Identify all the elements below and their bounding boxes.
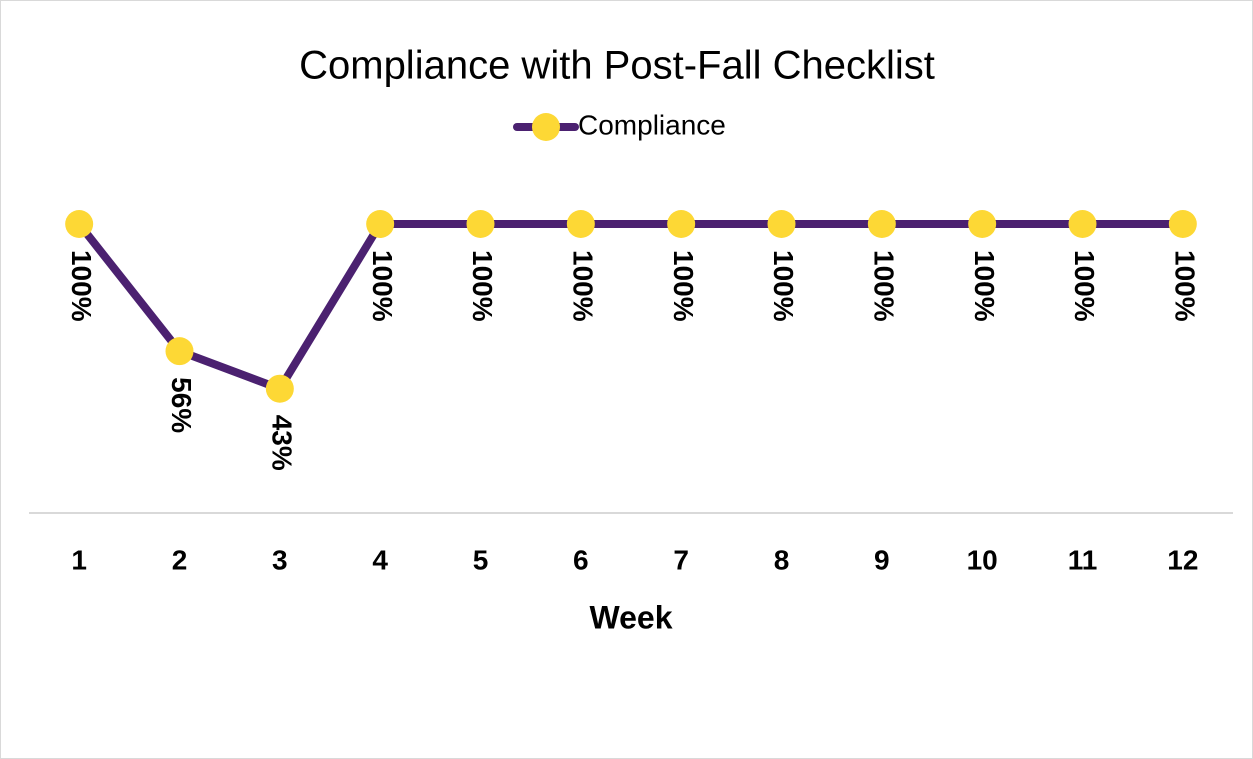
data-label: 56%	[166, 377, 197, 433]
data-point	[767, 210, 796, 238]
legend-marker	[532, 113, 560, 141]
data-point	[265, 374, 294, 403]
data-point	[65, 210, 94, 238]
x-tick-label: 11	[1068, 544, 1098, 575]
data-point	[1168, 210, 1197, 238]
legend-label: Compliance	[578, 109, 726, 140]
x-tick-label: 10	[967, 544, 998, 575]
data-point	[968, 210, 997, 238]
data-point	[566, 210, 595, 238]
x-tick-label: 8	[774, 544, 790, 575]
data-label: 100%	[969, 250, 1000, 322]
x-axis-title: Week	[589, 599, 672, 635]
x-tick-label: 3	[272, 544, 288, 575]
data-label: 100%	[1069, 250, 1100, 322]
x-tick-label: 7	[673, 544, 689, 575]
x-tick-label: 9	[874, 544, 890, 575]
data-label: 100%	[668, 250, 699, 322]
x-tick-label: 5	[473, 544, 489, 575]
chart-title: Compliance with Post-Fall Checklist	[299, 44, 935, 88]
data-point	[867, 210, 896, 238]
data-label: 100%	[567, 250, 598, 322]
data-line	[76, 220, 1183, 393]
data-label: 100%	[66, 250, 97, 322]
data-label: 100%	[768, 250, 799, 322]
x-tick-label: 4	[372, 544, 388, 575]
data-label: 100%	[367, 250, 398, 322]
data-point	[667, 210, 696, 238]
data-label: 100%	[467, 250, 498, 322]
data-point	[165, 337, 194, 366]
x-tick-label: 1	[71, 544, 87, 575]
x-tick-label: 6	[573, 544, 589, 575]
data-label: 100%	[1169, 250, 1200, 322]
data-point	[466, 210, 495, 238]
data-point	[366, 210, 395, 238]
data-label: 100%	[868, 250, 899, 322]
data-label: 43%	[266, 415, 297, 471]
x-tick-label: 12	[1167, 544, 1198, 575]
x-tick-label: 2	[172, 544, 188, 575]
data-point	[1068, 210, 1097, 238]
